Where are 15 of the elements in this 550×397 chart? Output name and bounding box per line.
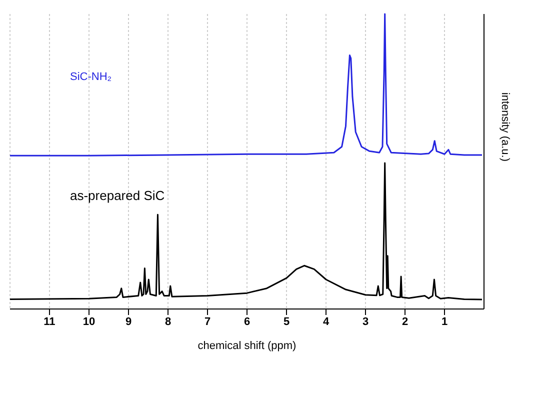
x-tick-label: 6 [244,316,250,328]
x-tick-label: 3 [362,316,369,328]
x-tick-label: 8 [164,316,172,328]
x-tick-label: 5 [283,316,290,328]
x-tick-label: 11 [44,316,56,328]
x-tick-label: 10 [82,316,96,328]
x-tick-label: 7 [204,316,211,328]
x-tick-label: 4 [322,316,330,328]
series-label: as-prepared SiC [70,188,165,204]
x-tick-label: 2 [402,316,408,328]
text: SiC-NH₂ [70,70,112,83]
x-axis-title: chemical shift (ppm) [198,340,296,352]
x-tick-label: 1 [441,316,448,328]
y-axis-title: intensity (a.u.) [499,92,512,162]
x-tick-label: 9 [125,316,132,328]
